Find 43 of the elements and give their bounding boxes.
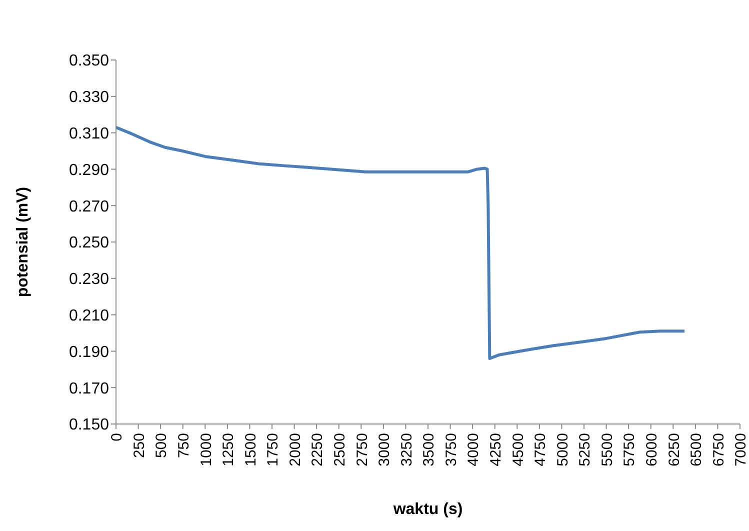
x-tick-label: 5500 bbox=[598, 433, 616, 466]
x-tick-label: 750 bbox=[176, 433, 193, 458]
x-tick-label: 5000 bbox=[554, 433, 572, 466]
x-tick-label: 3750 bbox=[442, 433, 460, 466]
x-tick-label: 4500 bbox=[510, 433, 527, 466]
x-tick-label: 2000 bbox=[286, 433, 304, 466]
y-tick-label: 0.150 bbox=[68, 416, 110, 434]
x-tick-label: 4250 bbox=[488, 433, 505, 466]
y-tick-label: 0.230 bbox=[68, 271, 110, 288]
y-tick-label: 0.210 bbox=[68, 307, 110, 324]
x-tick-label: 1250 bbox=[220, 433, 238, 466]
x-axis-title: waktu (s) bbox=[392, 501, 463, 518]
line-series bbox=[116, 126, 686, 360]
x-tick-label: 1500 bbox=[242, 433, 260, 466]
y-tick-label: 0.330 bbox=[68, 89, 110, 106]
x-tick-label: 2500 bbox=[332, 433, 349, 466]
x-tick-label: 3500 bbox=[420, 433, 438, 466]
y-tick-label: 0.250 bbox=[68, 234, 110, 252]
x-tick-label: 0 bbox=[108, 433, 126, 442]
x-tick-label: 4000 bbox=[465, 433, 482, 466]
y-tick-label: 0.270 bbox=[68, 198, 110, 216]
x-tick-label: 250 bbox=[130, 433, 148, 458]
x-tick-label: 5250 bbox=[576, 433, 594, 466]
y-tick-label: 0.290 bbox=[68, 162, 110, 179]
x-tick-label: 7000 bbox=[732, 433, 749, 466]
y-tick-label: 0.310 bbox=[68, 125, 110, 142]
x-tick-label: 4750 bbox=[532, 433, 550, 466]
x-tick-label: 6750 bbox=[710, 433, 728, 466]
y-tick-label: 0.170 bbox=[68, 380, 110, 398]
x-tick-label: 1750 bbox=[264, 433, 282, 466]
x-tick-label: 5750 bbox=[621, 433, 638, 466]
y-axis-title: potensial (mV) bbox=[14, 186, 32, 298]
x-tick-label: 6500 bbox=[688, 433, 706, 466]
x-tick-label: 6250 bbox=[666, 433, 683, 466]
x-tick-label: 3000 bbox=[376, 433, 394, 466]
x-tick-label: 6000 bbox=[644, 433, 661, 466]
x-tick-label: 2750 bbox=[354, 433, 371, 466]
x-tick-label: 2250 bbox=[309, 433, 326, 466]
x-tick-label: 1000 bbox=[198, 433, 215, 466]
x-tick-label: 3250 bbox=[398, 433, 416, 466]
y-tick-label: 0.190 bbox=[68, 344, 110, 361]
y-tick-label: 0.350 bbox=[68, 52, 110, 70]
x-tick-label: 500 bbox=[153, 433, 170, 458]
